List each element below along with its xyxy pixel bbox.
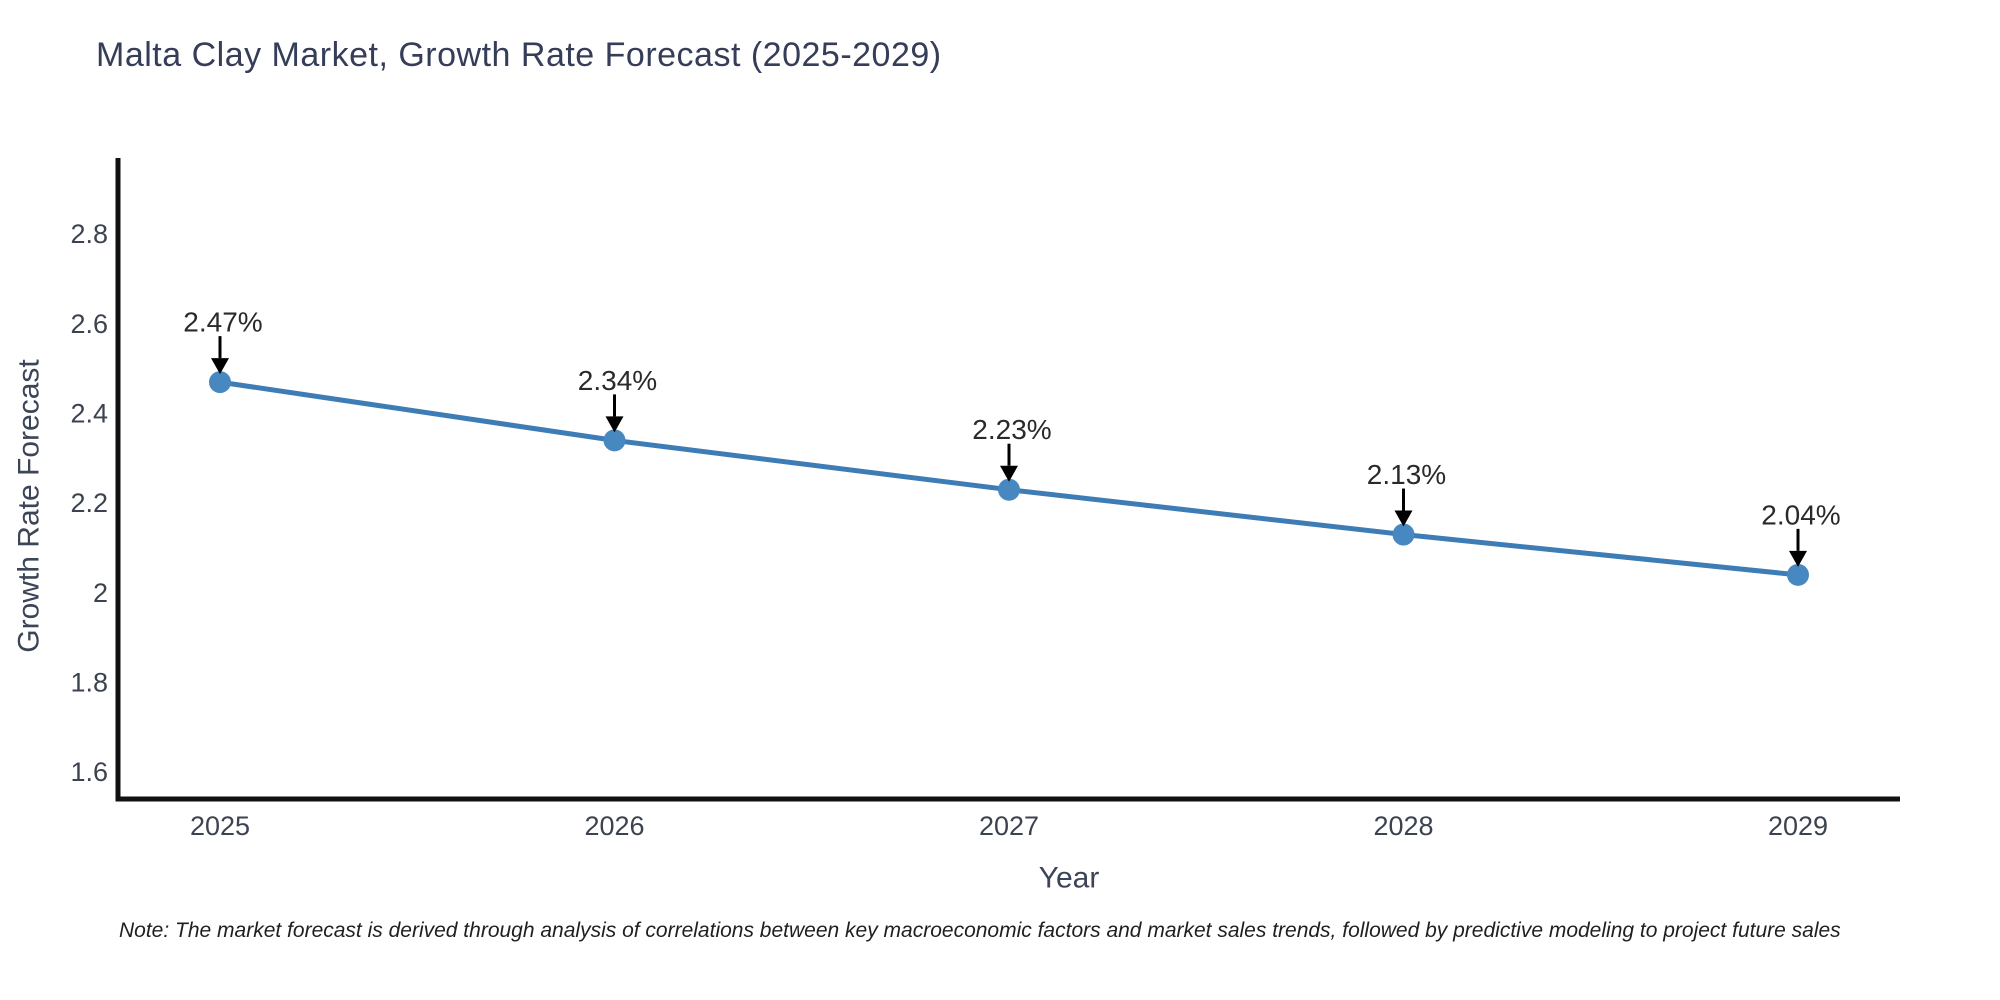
data-point-label: 2.23% bbox=[972, 414, 1051, 445]
footnote-text: Note: The market forecast is derived thr… bbox=[119, 919, 1841, 942]
chart-title: Malta Clay Market, Growth Rate Forecast … bbox=[96, 36, 942, 74]
annotation-arrowhead bbox=[211, 358, 229, 375]
x-tick-label: 2028 bbox=[1373, 811, 1433, 841]
y-tick-label: 2.4 bbox=[70, 399, 108, 429]
y-axis-title: Growth Rate Forecast bbox=[13, 359, 46, 653]
x-tick-label: 2029 bbox=[1768, 811, 1828, 841]
data-point-label: 2.34% bbox=[578, 365, 657, 396]
data-point-marker bbox=[603, 429, 626, 452]
data-point-marker bbox=[1787, 563, 1809, 586]
data-point-marker bbox=[1392, 523, 1415, 546]
y-tick-label: 1.6 bbox=[70, 757, 108, 787]
y-tick-label: 2.6 bbox=[70, 309, 108, 339]
annotation-arrowhead bbox=[1394, 510, 1413, 527]
data-point-marker bbox=[209, 371, 231, 394]
x-axis-title: Year bbox=[1039, 862, 1100, 895]
x-tick-label: 2026 bbox=[584, 811, 644, 841]
data-point-marker bbox=[998, 478, 1020, 501]
y-tick-label: 2.8 bbox=[70, 219, 108, 249]
data-point-label: 2.47% bbox=[183, 307, 262, 338]
x-tick-label: 2025 bbox=[190, 811, 250, 841]
y-tick-label: 2.2 bbox=[70, 488, 108, 518]
annotation-arrowhead bbox=[605, 416, 624, 433]
y-tick-label: 1.8 bbox=[70, 667, 108, 697]
annotation-arrowhead bbox=[1789, 550, 1807, 567]
x-tick-label: 2027 bbox=[979, 811, 1039, 841]
y-tick-label: 2 bbox=[93, 578, 108, 608]
annotation-arrowhead bbox=[1000, 465, 1018, 482]
data-point-label: 2.13% bbox=[1367, 459, 1446, 490]
data-point-label: 2.04% bbox=[1761, 499, 1840, 530]
